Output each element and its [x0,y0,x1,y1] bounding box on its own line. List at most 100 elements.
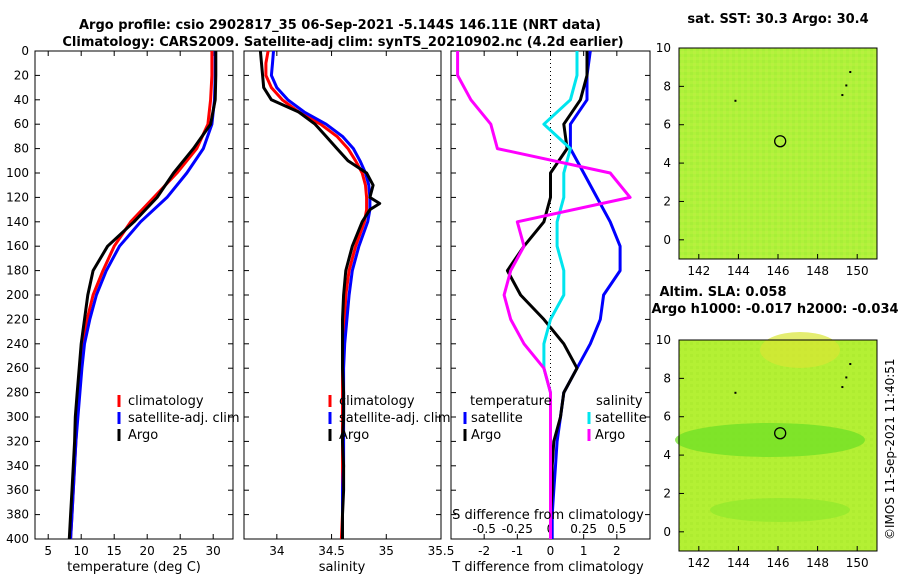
legend-satellite: satellite-adj. clim [339,411,451,426]
map-y-tick-label: 10 [656,333,671,347]
island-marker [849,71,852,74]
sla-low-patch [710,498,850,522]
y-tick-label: 200 [6,288,29,302]
legend-temperature-heading: temperature [470,394,552,409]
legend-climatology: climatology [339,394,415,409]
copyright-stamp: ©IMOS 11-Sep-2021 11:40:51 [883,358,897,540]
map-x-tick-label: 150 [846,556,869,570]
salinity-xlabel: salinity [319,560,366,575]
island-marker [841,386,844,389]
y-tick-label: 340 [6,459,29,473]
map-y-tick-label: 2 [663,194,671,208]
sla-warm-patch [760,332,840,368]
y-tick-label: 160 [6,239,29,253]
y-tick-label: 80 [14,142,29,156]
map-y-tick-label: 8 [663,79,671,93]
x-tick-label: 15 [107,544,122,558]
y-tick-label: 400 [6,532,29,546]
map-y-tick-label: 4 [663,156,671,170]
map-y-tick-label: 0 [663,525,671,539]
sla-map-subtitle: Argo h1000: -0.017 h2000: -0.034 [651,302,898,317]
island-marker [849,363,852,366]
s-tick-label: 0.25 [570,522,597,536]
x-tick-label: 20 [140,544,155,558]
map-x-tick-label: 142 [687,264,710,278]
x-tick-label: 10 [74,544,89,558]
sst-map-title: sat. SST: 30.3 Argo: 30.4 [687,12,868,27]
map-x-tick-label: 150 [846,264,869,278]
sst-map-field [679,48,877,259]
x-tick-label: 0 [547,544,555,558]
legend-climatology: climatology [128,394,204,409]
legend-temperature-satellite: satellite [471,411,523,426]
s-tick-label: 0.5 [607,522,626,536]
island-marker [841,94,844,97]
map-x-tick-label: 144 [727,556,750,570]
map-y-tick-label: 2 [663,486,671,500]
temperature-xlabel: temperature (deg C) [67,560,201,575]
s-difference-xlabel: S difference from climatology [452,508,644,523]
y-tick-label: 0 [21,44,29,58]
map-x-tick-label: 144 [727,264,750,278]
sla-map-panel: 142 144 146 148 150 0 2 4 6 8 10 [656,333,878,570]
x-tick-label: 35.5 [428,544,455,558]
legend-temperature-argo: Argo [471,428,501,443]
map-x-tick-label: 148 [806,264,829,278]
legend-satellite: satellite-adj. clim [128,411,240,426]
legend-salinity-satellite: satellite [595,411,647,426]
series-temperature-satellite [550,50,622,539]
x-tick-label: 2 [613,544,621,558]
map-y-tick-label: 0 [663,233,671,247]
y-tick-label: 260 [6,361,29,375]
map-y-tick-label: 6 [663,410,671,424]
series-climatology [69,51,214,540]
map-x-tick-label: 146 [767,264,790,278]
x-tick-label: 25 [173,544,188,558]
y-tick-label: 380 [6,508,29,522]
map-x-tick-label: 148 [806,556,829,570]
x-tick-label: -1 [511,544,523,558]
island-marker [734,99,737,102]
map-y-tick-label: 4 [663,448,671,462]
difference-panel: -2 -1 0 1 2-0.5 -0.25 0 0.25 0.5 [451,50,650,558]
s-tick-label: -0.25 [502,522,533,536]
legend-salinity-heading: salinity [596,394,643,409]
sla-low-band [675,423,865,457]
map-x-tick-label: 146 [767,556,790,570]
y-tick-label: 60 [14,117,29,131]
map-y-tick-label: 6 [663,118,671,132]
series-temperature-argo [505,51,589,539]
map-x-tick-label: 142 [687,556,710,570]
map-y-tick-label: 10 [656,41,671,55]
x-tick-label: 34.5 [318,544,345,558]
sla-map-title: Altim. SLA: 0.058 [660,285,787,300]
y-tick-label: 20 [14,68,29,82]
s-tick-label: -0.5 [472,522,495,536]
x-tick-label: 34 [269,544,284,558]
sst-map-panel: 142 144 146 148 150 0 2 4 6 8 10 [656,41,878,278]
island-marker [734,391,737,394]
y-tick-label: 140 [6,215,29,229]
series-argo [67,51,218,540]
series-argo [258,50,382,539]
series-salinity-argo [456,51,632,539]
island-marker [845,376,848,379]
y-tick-label: 180 [6,264,29,278]
difference-legend: temperature satellite Argo salinity sate… [463,394,647,443]
legend-argo: Argo [128,428,158,443]
x-tick-label: -2 [478,544,490,558]
y-tick-label: 240 [6,337,29,351]
temperature-legend: climatology satellite-adj. clim Argo [117,394,240,443]
x-tick-label: 5 [44,544,52,558]
legend-argo: Argo [339,428,369,443]
y-tick-label: 220 [6,312,29,326]
legend-salinity-argo: Argo [595,428,625,443]
island-marker [845,84,848,87]
y-tick-label: 360 [6,483,29,497]
t-difference-xlabel: T difference from climatology [451,560,644,575]
y-tick-label: 120 [6,190,29,204]
salinity-legend: climatology satellite-adj. clim Argo [328,394,451,443]
temperature-panel: 0 20 40 60 80 100 120 140 160 180 200 220 240 260 280 3… [6,44,233,558]
y-tick-label: 300 [6,410,29,424]
